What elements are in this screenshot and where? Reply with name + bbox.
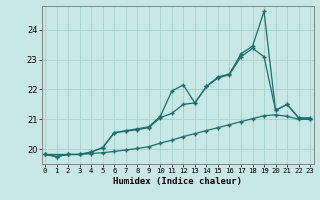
- X-axis label: Humidex (Indice chaleur): Humidex (Indice chaleur): [113, 177, 242, 186]
